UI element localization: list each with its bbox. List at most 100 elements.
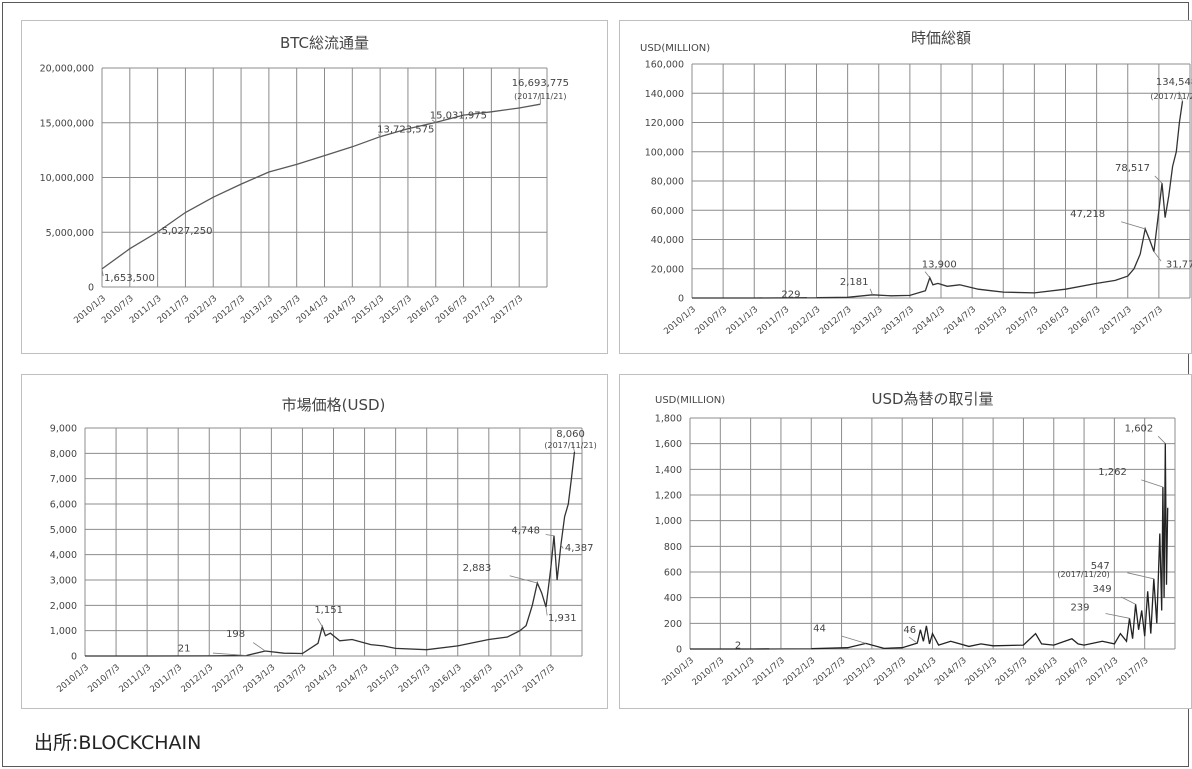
- x-tick-label: 2011/1/3: [724, 305, 760, 337]
- usd-volume-chart: USD為替の取引量 USD(MILLION) 0 200 400 600 800 1,000 1…: [655, 390, 1176, 688]
- y-axis-label: USD(MILLION): [655, 395, 725, 406]
- data-label: 1,602: [1125, 423, 1154, 434]
- y-tick-label: 1,800: [655, 414, 682, 425]
- chart-panel-market-price: 市場価格(USD) 0 1,000 2,000 3,000 4,000 5,000 6,000…: [21, 374, 608, 709]
- x-tick-label: 2010/1/3: [660, 656, 696, 688]
- x-tick-label: 2014/1/3: [911, 305, 947, 337]
- data-label: 78,517: [1115, 163, 1150, 174]
- data-label-leader: [545, 534, 555, 537]
- data-label: (2017/11/21): [514, 92, 566, 101]
- data-label-leader: [545, 607, 548, 616]
- y-tick-label: 400: [664, 593, 682, 604]
- y-tick-label: 60,000: [651, 206, 684, 217]
- y-tick-label: 5,000,000: [46, 228, 94, 239]
- y-tick-label: 80,000: [651, 177, 684, 188]
- chart-panel-market-cap: 時価総額 USD(MILLION) 0 20,000 40,000 60,000 80,00…: [619, 20, 1192, 354]
- x-tick-label: 2014/7/3: [933, 656, 969, 688]
- x-tick-label: 2017/1/3: [1085, 656, 1121, 688]
- x-tick-label: 2012/7/3: [812, 656, 848, 688]
- source-label: 出所:BLOCKCHAIN: [34, 732, 202, 754]
- x-tick-label: 2011/1/3: [117, 663, 153, 695]
- data-label-leader: [157, 231, 161, 234]
- chart-title: 市場価格(USD): [282, 396, 386, 414]
- data-label-leader: [1154, 175, 1163, 184]
- y-tick-label: 0: [71, 652, 77, 663]
- x-tick-label: 2015/7/3: [1005, 305, 1041, 337]
- data-label-leader: [1105, 613, 1130, 619]
- x-tick-label: 2016/7/3: [1067, 305, 1103, 337]
- data-label-leader: [924, 271, 931, 278]
- x-tick-label: 2014/7/3: [335, 663, 371, 695]
- y-tick-label: 160,000: [645, 60, 684, 71]
- data-label: (2017/11/21): [1150, 92, 1192, 101]
- data-label: 13,723,575: [377, 125, 434, 136]
- data-label-leader: [560, 544, 564, 549]
- y-tick-label: 40,000: [651, 235, 684, 246]
- x-tick-label: 2010/1/3: [662, 305, 698, 337]
- data-label: 21: [178, 643, 191, 654]
- x-tick-label: 2017/1/3: [1098, 305, 1134, 337]
- x-tick-label: 2016/1/3: [1036, 305, 1072, 337]
- data-label: 16,693,775: [512, 78, 569, 89]
- series-line: [690, 443, 1169, 650]
- y-tick-label: 0: [88, 283, 94, 294]
- data-label-leader: [1178, 91, 1183, 102]
- data-label: 44: [813, 623, 826, 634]
- data-label: 13,900: [922, 260, 957, 271]
- data-label: 1,151: [314, 605, 343, 616]
- data-label-leader: [1157, 435, 1166, 444]
- x-tick-label: 2013/1/3: [842, 656, 878, 688]
- x-tick-label: 2016/1/3: [1024, 656, 1060, 688]
- y-tick-label: 0: [678, 294, 684, 305]
- data-label: 239: [1070, 602, 1089, 613]
- x-tick-label: 2013/7/3: [273, 663, 309, 695]
- x-tick-label: 2011/7/3: [148, 663, 184, 695]
- y-tick-label: 1,000: [50, 626, 77, 637]
- chart-title: USD為替の取引量: [871, 390, 993, 408]
- data-label-leader: [1153, 251, 1162, 262]
- y-tick-label: 20,000: [651, 264, 684, 275]
- data-label: (2017/11/21): [544, 441, 596, 450]
- data-label: 8,060: [556, 429, 585, 440]
- chart-title: 時価総額: [911, 29, 971, 47]
- y-tick-label: 1,000: [655, 516, 682, 527]
- data-label: 1,653,500: [104, 273, 155, 284]
- x-tick-label: 2016/1/3: [428, 663, 464, 695]
- y-tick-label: 10,000,000: [40, 173, 94, 184]
- chart-title: BTC総流通量: [280, 34, 369, 52]
- x-tick-label: 2017/7/3: [521, 663, 557, 695]
- series-line: [101, 103, 541, 270]
- data-label-leader: [1121, 596, 1136, 605]
- x-tick-label: 2015/7/3: [994, 656, 1030, 688]
- x-tick-label: 2012/1/3: [781, 656, 817, 688]
- data-label-leader: [509, 575, 538, 584]
- data-label: 229: [781, 290, 800, 301]
- y-tick-label: 100,000: [645, 147, 684, 158]
- y-tick-label: 2,000: [50, 601, 77, 612]
- y-tick-label: 1,600: [655, 439, 682, 450]
- y-tick-label: 1,400: [655, 465, 682, 476]
- x-tick-label: 2010/1/3: [55, 663, 91, 695]
- x-tick-label: 2016/7/3: [1054, 656, 1090, 688]
- data-label-leader: [252, 642, 266, 652]
- y-tick-label: 3,000: [50, 576, 77, 587]
- data-label: 134,548: [1156, 77, 1192, 88]
- data-label: (2017/11/20): [1057, 570, 1109, 579]
- x-tick-label: 2017/7/3: [1115, 656, 1151, 688]
- y-tick-label: 800: [664, 542, 682, 553]
- x-tick-label: 2010/7/3: [693, 305, 729, 337]
- data-label-leader: [317, 618, 323, 628]
- y-axis-label: USD(MILLION): [640, 43, 710, 54]
- data-label-leader: [908, 636, 918, 644]
- y-tick-label: 20,000,000: [40, 64, 94, 75]
- y-tick-label: 600: [664, 568, 682, 579]
- x-tick-label: 2015/1/3: [973, 305, 1009, 337]
- data-label: 2,181: [840, 277, 869, 288]
- y-tick-label: 4,000: [50, 550, 77, 561]
- x-tick-label: 2014/1/3: [903, 656, 939, 688]
- x-tick-label: 2013/1/3: [849, 305, 885, 337]
- chart-panel-btc-supply: BTC総流通量 0 5,000,000 10,000,000 15,000,000 20,…: [21, 20, 608, 354]
- market-cap-chart: 時価総額 USD(MILLION) 0 20,000 40,000 60,000 80,00…: [640, 29, 1192, 337]
- data-label: 46: [903, 625, 916, 636]
- data-label: 547: [1091, 561, 1110, 572]
